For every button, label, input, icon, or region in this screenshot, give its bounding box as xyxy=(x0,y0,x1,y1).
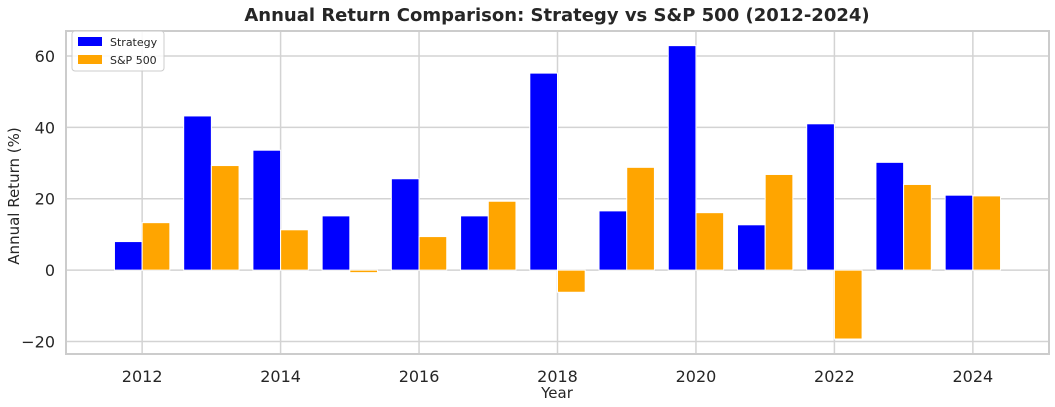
bar-sp500-2016 xyxy=(418,236,448,271)
bar-sp500-2015 xyxy=(349,269,379,274)
bar-strategy-2024 xyxy=(944,194,974,271)
x-tick-label: 2014 xyxy=(260,367,301,386)
bar-strategy-2023 xyxy=(875,161,905,271)
bar-sp500-2017 xyxy=(487,200,517,271)
bar-strategy-2015 xyxy=(321,215,351,271)
bar-sp500-2018 xyxy=(557,269,586,293)
x-tick-label: 2020 xyxy=(676,367,717,386)
legend-swatch-strategy xyxy=(78,37,102,46)
y-tick-label: 0 xyxy=(45,261,55,280)
y-axis-label: Annual Return (%) xyxy=(5,127,23,264)
bar-strategy-2017 xyxy=(460,215,489,271)
bars xyxy=(113,45,1002,340)
bar-strategy-2016 xyxy=(390,178,420,271)
legend: Strategy S&P 500 xyxy=(71,30,165,72)
bar-sp500-2024 xyxy=(972,195,1002,271)
legend-label-strategy: Strategy xyxy=(110,36,158,49)
bar-sp500-2013 xyxy=(210,165,240,271)
y-tick-label: 20 xyxy=(35,190,55,209)
bar-strategy-2018 xyxy=(529,72,559,271)
bar-strategy-2019 xyxy=(598,210,628,271)
bar-sp500-2023 xyxy=(903,183,932,271)
tick-labels: 2012 2014 2016 2018 2020 2022 2024 −20 0 20 40 60 xyxy=(21,47,993,386)
chart-title: Annual Return Comparison: Strategy vs S&… xyxy=(244,5,869,26)
x-tick-label: 2022 xyxy=(814,367,855,386)
x-axis-label: Year xyxy=(540,384,574,402)
x-tick-label: 2024 xyxy=(952,367,993,386)
bar-sp500-2021 xyxy=(764,173,794,271)
bar-strategy-2021 xyxy=(736,224,766,271)
x-tick-label: 2018 xyxy=(537,367,578,386)
bar-strategy-2014 xyxy=(252,149,282,271)
bar-sp500-2020 xyxy=(695,212,725,271)
y-tick-label: 60 xyxy=(35,47,55,66)
legend-swatch-sp500 xyxy=(78,55,102,64)
x-tick-label: 2016 xyxy=(399,367,440,386)
x-tick-label: 2012 xyxy=(122,367,163,386)
bar-strategy-2020 xyxy=(667,45,697,271)
bar-sp500-2019 xyxy=(626,166,655,271)
bar-sp500-2014 xyxy=(280,229,309,271)
plot-frame xyxy=(65,30,1050,355)
y-tick-label: −20 xyxy=(21,333,55,352)
bar-strategy-2012 xyxy=(113,241,143,271)
bar-sp500-2022 xyxy=(833,269,863,340)
y-tick-label: 40 xyxy=(35,118,55,137)
bar-strategy-2022 xyxy=(806,123,835,271)
legend-label-sp500: S&P 500 xyxy=(110,54,157,67)
bar-sp500-2012 xyxy=(141,222,171,271)
bar-strategy-2013 xyxy=(183,115,212,271)
